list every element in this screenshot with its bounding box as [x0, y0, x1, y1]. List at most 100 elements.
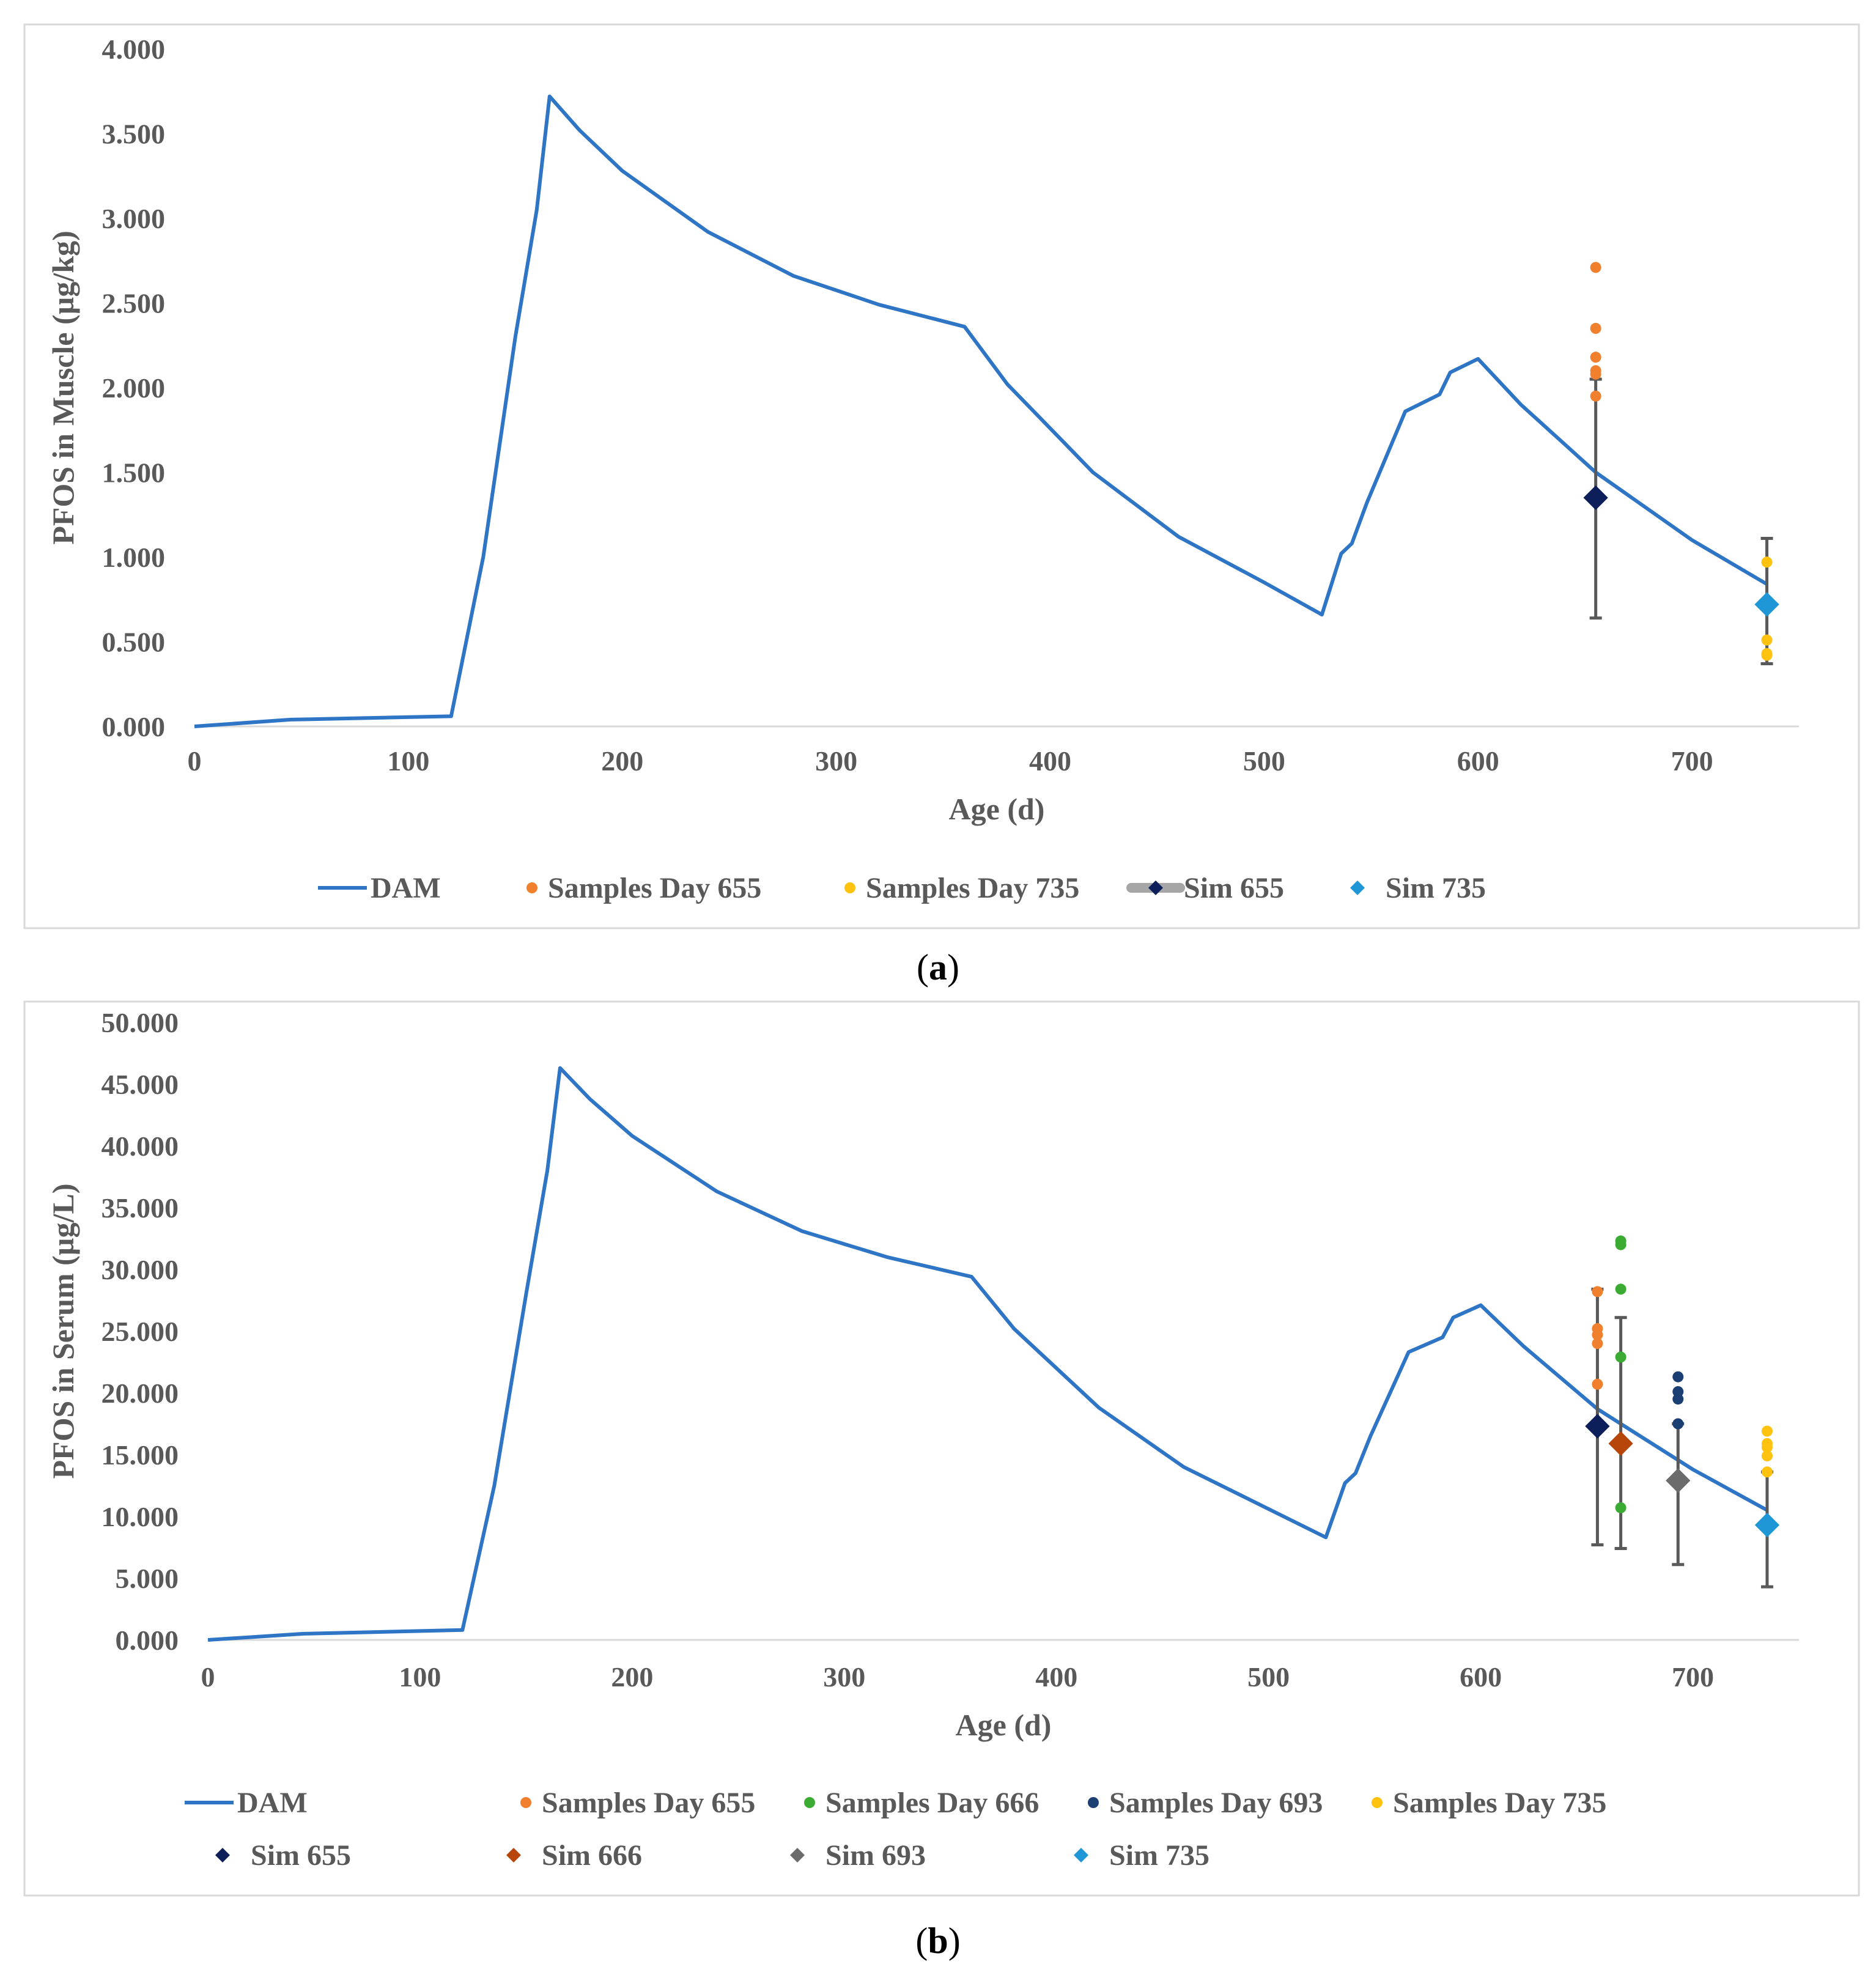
series-line-dam [207, 1066, 1768, 1642]
point-sim-655 [1583, 485, 1608, 511]
x-tick-label: 200 [611, 1661, 653, 1693]
point-samples-day-735 [1761, 1466, 1773, 1478]
y-tick-label: 45.000 [102, 1069, 179, 1100]
legend-label: Sim 693 [825, 1839, 926, 1872]
x-tick-label: 500 [1247, 1661, 1290, 1693]
legend-item-samples-day-655: Samples Day 655 [520, 1787, 755, 1819]
legend-label: Sim 655 [251, 1839, 351, 1872]
caption-a: (a) [917, 947, 959, 987]
x-tick-label: 700 [1671, 745, 1713, 777]
y-tick-label: 20.000 [102, 1378, 179, 1409]
y-tick-label: 10.000 [102, 1501, 179, 1532]
point-samples-day-735 [1761, 1425, 1773, 1437]
y-tick-label: 1.500 [102, 457, 166, 489]
legend-label: DAM [371, 872, 441, 904]
y-tick-label: 50.000 [102, 1007, 179, 1038]
point-samples-day-666 [1615, 1502, 1627, 1513]
chart-frame [23, 23, 1860, 929]
legend-swatch [1088, 1797, 1099, 1808]
legend-swatch [526, 882, 537, 893]
point-samples-day-735 [1761, 1450, 1773, 1462]
point-sim-666 [1608, 1431, 1633, 1456]
y-tick-label: 1.000 [102, 542, 166, 573]
legend-swatch [844, 882, 855, 893]
legend-item-samples-day-655: Samples Day 655 [526, 872, 761, 904]
legend-swatch [520, 1797, 531, 1808]
legend-label: Samples Day 735 [866, 872, 1079, 904]
x-tick-label: 0 [201, 1661, 215, 1693]
point-samples-day-735 [1761, 1441, 1773, 1453]
legend-label: Sim 735 [1386, 872, 1486, 904]
legend-swatch [1372, 1797, 1383, 1808]
point-sim-693 [1666, 1468, 1691, 1493]
legend-item-sim-666: Sim 666 [506, 1839, 642, 1872]
point-samples-day-693 [1672, 1371, 1684, 1382]
y-tick-label: 40.000 [102, 1131, 179, 1162]
point-samples-day-693 [1672, 1418, 1684, 1430]
chart-frame [23, 1000, 1860, 1897]
legend-item-dam: DAM [318, 872, 441, 904]
point-samples-day-735 [1761, 556, 1773, 568]
chart-panel-a: 0.000 0.500 1.000 1.500 2.000 2.500 3.000 3.500… [23, 23, 1860, 929]
point-samples-day-693 [1672, 1394, 1684, 1405]
legend-label: Samples Day 655 [548, 872, 761, 904]
legend-item-sim-655: Sim 655 [215, 1839, 351, 1872]
y-tick-label: 25.000 [102, 1316, 179, 1347]
point-samples-day-666 [1615, 1283, 1627, 1295]
legend-label: Sim 735 [1109, 1839, 1209, 1872]
series-line-dam [194, 94, 1768, 728]
x-axis-title: Age (d) [949, 792, 1045, 826]
chart-panel-b: 0.000 5.000 10.000 15.000 20.000 25.000 30.000… [23, 1000, 1860, 1897]
x-tick-label: 700 [1672, 1661, 1714, 1693]
x-axis-title: Age (d) [956, 1708, 1052, 1742]
y-tick-label: 4.000 [102, 34, 166, 65]
legend-swatch [804, 1797, 815, 1808]
legend-swatch [1350, 880, 1365, 895]
point-samples-day-655 [1592, 1329, 1603, 1341]
legend-item-sim-735: Sim 735 [1074, 1839, 1209, 1872]
x-tick-label: 300 [815, 745, 857, 777]
point-samples-day-735 [1761, 649, 1773, 661]
legend-swatch [215, 1848, 230, 1862]
legend-swatch [1148, 880, 1163, 895]
x-tick-label: 600 [1457, 745, 1499, 777]
x-tick-label: 300 [823, 1661, 865, 1693]
x-tick-label: 400 [1035, 1661, 1077, 1693]
point-samples-day-655 [1590, 352, 1601, 363]
x-tick-label: 600 [1460, 1661, 1502, 1693]
caption-b: (b) [915, 1921, 961, 1961]
y-axis-title: PFOS in Muscle (µg/kg) [46, 231, 80, 545]
legend-label: DAM [237, 1787, 308, 1819]
legend-item-sim-655: Sim 655 [1126, 872, 1284, 904]
legend-label: Sim 655 [1184, 872, 1284, 904]
legend-item-samples-day-735: Samples Day 735 [844, 872, 1079, 904]
y-tick-label: 3.500 [102, 119, 166, 150]
point-samples-day-655 [1590, 262, 1601, 273]
y-tick-label: 2.500 [102, 288, 166, 319]
point-samples-day-655 [1590, 390, 1601, 402]
y-tick-label: 35.000 [102, 1192, 179, 1224]
legend-item-samples-day-735: Samples Day 735 [1372, 1787, 1606, 1819]
legend-swatch [506, 1848, 521, 1862]
y-tick-label: 0.000 [102, 711, 166, 742]
point-sim-655 [1585, 1414, 1610, 1439]
point-samples-day-655 [1592, 1338, 1603, 1349]
y-tick-label: 0.000 [116, 1625, 179, 1656]
x-tick-label: 100 [399, 1661, 441, 1693]
legend-item-samples-day-666: Samples Day 666 [804, 1787, 1039, 1819]
point-samples-day-735 [1761, 634, 1773, 646]
legend-item-sim-735: Sim 735 [1350, 872, 1486, 904]
x-tick-label: 100 [387, 745, 429, 777]
x-tick-label: 0 [188, 745, 202, 777]
legend-swatch [790, 1848, 805, 1862]
y-axis-title: PFOS in Serum (µg/L) [46, 1184, 80, 1479]
legend-item-dam: DAM [185, 1787, 308, 1819]
point-samples-day-666 [1615, 1239, 1627, 1250]
y-tick-label: 2.000 [102, 372, 166, 404]
legend-label: Sim 666 [542, 1839, 642, 1872]
y-tick-label: 3.000 [102, 203, 166, 234]
point-samples-day-655 [1590, 368, 1601, 380]
point-samples-day-666 [1615, 1351, 1627, 1363]
legend-item-sim-693: Sim 693 [790, 1839, 926, 1872]
